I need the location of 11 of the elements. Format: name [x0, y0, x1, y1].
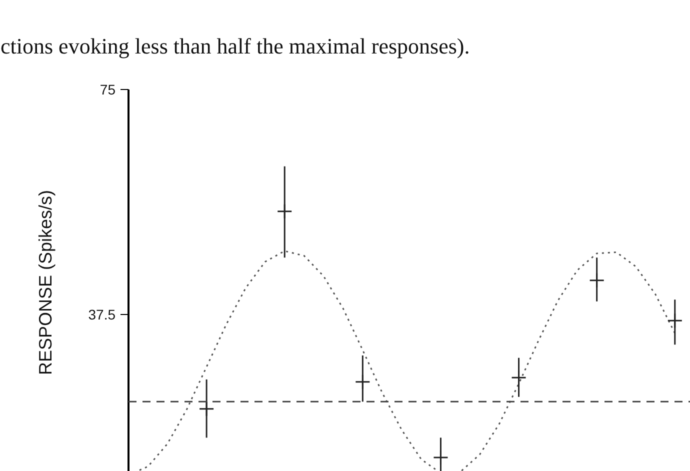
point: [667, 312, 683, 328]
y-axis-title: RESPONSE (Spikes/s): [35, 190, 56, 376]
y-tick-label: 75: [100, 82, 116, 98]
point: [276, 204, 292, 220]
point: [432, 450, 448, 466]
point: [354, 374, 370, 390]
y-tick-label: 37.5: [88, 306, 116, 323]
point: [511, 370, 527, 386]
point: [589, 272, 605, 288]
point: [198, 401, 214, 417]
text: ctions evoking less than half the maximal responses).: [0, 34, 470, 58]
